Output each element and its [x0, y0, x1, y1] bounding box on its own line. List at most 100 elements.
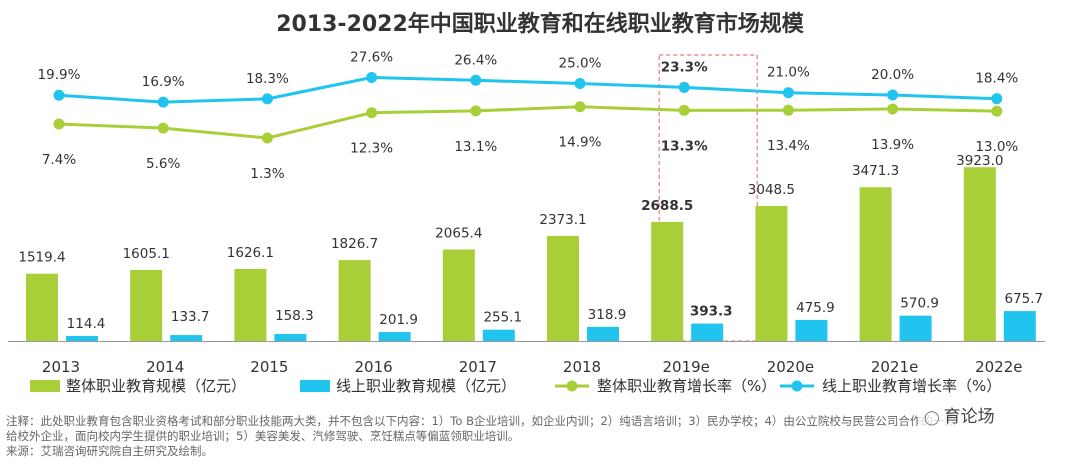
line-label-online-2014: 16.9% [142, 74, 185, 90]
bar-online-2015 [274, 333, 307, 341]
bar-label-online-2017: 255.1 [483, 310, 522, 326]
bar-overall-2014 [130, 269, 163, 341]
legend-swatch-0 [30, 380, 60, 392]
point-overall-2020e [782, 104, 794, 116]
bar-label-overall-2013: 1519.4 [18, 250, 65, 266]
highlight-box [658, 54, 758, 342]
bar-label-overall-2021e: 3471.3 [852, 163, 899, 179]
x-tick-2014: 2014 [146, 358, 184, 376]
line-label-overall-2017: 13.1% [454, 139, 497, 155]
bar-overall-2021e [859, 187, 892, 341]
chart-title: 2013-2022年中国职业教育和在线职业教育市场规模 [276, 12, 804, 37]
point-online-2016 [366, 72, 378, 84]
bar-online-2017 [482, 329, 515, 341]
x-tick-2019e: 2019e [662, 358, 709, 376]
point-overall-2018 [574, 101, 586, 113]
point-overall-2019e [678, 104, 690, 116]
line-label-overall-2021e: 13.9% [871, 137, 914, 153]
bar-label-overall-2014: 1605.1 [123, 246, 170, 262]
bar-label-online-2015: 158.3 [275, 308, 314, 324]
bar-overall-2017 [442, 249, 475, 341]
x-tick-2013: 2013 [42, 358, 80, 376]
bar-online-2019e [691, 323, 724, 341]
point-online-2019e [678, 81, 690, 93]
line-label-online-2013: 19.9% [38, 67, 81, 83]
x-tick-2022e: 2022e [975, 358, 1022, 376]
line-label-online-2022e: 18.4% [975, 71, 1018, 87]
legend-marker-2 [566, 380, 578, 392]
line-label-overall-2013: 7.4% [42, 152, 76, 168]
legend-label-1: 线上职业教育规模（亿元） [336, 377, 516, 395]
legend-label-2: 整体职业教育增长率（%） [597, 377, 776, 395]
line-label-overall-2015: 1.3% [250, 166, 284, 182]
legend-label-3: 线上职业教育增长率（%） [822, 377, 1001, 395]
bar-overall-2022e [963, 167, 996, 341]
line-label-overall-2016: 12.3% [350, 141, 393, 157]
x-tick-2021e: 2021e [871, 358, 918, 376]
point-overall-2021e [887, 103, 899, 115]
point-overall-2017 [470, 105, 482, 117]
bar-label-overall-2022e: 3923.0 [956, 153, 1003, 169]
line-label-online-2019e: 23.3% [661, 59, 708, 75]
line-label-overall-2022e: 13.0% [975, 139, 1018, 155]
bar-overall-2020e [755, 205, 788, 341]
bar-online-2014 [170, 335, 203, 341]
legend-marker-3 [791, 380, 803, 392]
x-tick-2016: 2016 [355, 358, 393, 376]
point-online-2021e [887, 89, 899, 101]
bar-online-2018 [587, 326, 619, 341]
point-overall-2015 [261, 132, 273, 144]
bar-overall-2019e [651, 221, 684, 341]
bar-overall-2018 [547, 235, 579, 341]
line-label-overall-2019e: 13.3% [661, 138, 708, 154]
watermark-text: 育论场 [943, 407, 995, 427]
bar-overall-2015 [234, 268, 267, 341]
bar-label-overall-2020e: 3048.5 [748, 182, 795, 198]
bar-label-overall-2017: 2065.4 [435, 226, 482, 242]
bar-online-2020e [795, 319, 828, 341]
bar-label-online-2014: 133.7 [171, 309, 210, 325]
bar-label-online-2019e: 393.3 [690, 304, 733, 320]
point-online-2015 [261, 93, 273, 105]
bar-label-online-2020e: 475.9 [796, 300, 835, 316]
bar-label-online-2016: 201.9 [379, 312, 418, 328]
bar-label-online-2018: 318.9 [588, 307, 627, 323]
bar-online-2022e [1003, 311, 1036, 341]
line-label-online-2015: 18.3% [246, 71, 289, 87]
point-overall-2022e [991, 105, 1003, 117]
x-tick-2018: 2018 [563, 358, 601, 376]
bar-online-2016 [378, 332, 411, 341]
note-line-1: 注释：此处职业教育包含职业资格考试和部分职业技能两大类，并不包含以下内容：1）T… [6, 414, 956, 428]
line-label-online-2018: 25.0% [559, 56, 602, 72]
x-tick-2020e: 2020e [767, 358, 814, 376]
point-online-2018 [574, 78, 586, 89]
bar-overall-2013 [26, 273, 58, 341]
watermark: ◯ 育论场 [918, 402, 1001, 427]
point-overall-2016 [366, 107, 378, 119]
line-label-overall-2014: 5.6% [146, 156, 180, 172]
x-tick-2015: 2015 [250, 358, 288, 376]
point-online-2020e [782, 87, 794, 99]
bar-label-overall-2018: 2373.1 [539, 212, 586, 228]
bar-label-online-2013: 114.4 [67, 316, 106, 332]
point-overall-2013 [53, 118, 65, 130]
legend-label-0: 整体职业教育规模（亿元） [66, 377, 246, 395]
bar-online-2021e [899, 315, 932, 341]
point-online-2014 [157, 96, 169, 108]
note-line-2: 给校外企业，面向校内学生提供的职业培训；5）美容美发、汽修驾驶、烹饪糕点等偏蓝领… [6, 429, 520, 443]
line-label-overall-2020e: 13.4% [767, 138, 810, 154]
point-online-2017 [470, 74, 482, 86]
bar-label-overall-2016: 1826.7 [331, 236, 378, 252]
line-label-online-2020e: 21.0% [767, 65, 810, 81]
line-label-online-2021e: 20.0% [871, 67, 914, 83]
bar-online-2013 [66, 335, 98, 341]
bar-label-overall-2019e: 2688.5 [641, 198, 693, 214]
line-online-growth [58, 76, 997, 104]
bar-label-online-2022e: 675.7 [1004, 291, 1043, 307]
point-online-2022e [991, 93, 1003, 105]
line-label-overall-2018: 14.9% [559, 135, 602, 151]
line-overall-growth [58, 105, 997, 140]
line-label-online-2017: 26.4% [454, 52, 497, 68]
legend-swatch-1 [300, 380, 330, 392]
bar-label-online-2021e: 570.9 [900, 296, 939, 312]
